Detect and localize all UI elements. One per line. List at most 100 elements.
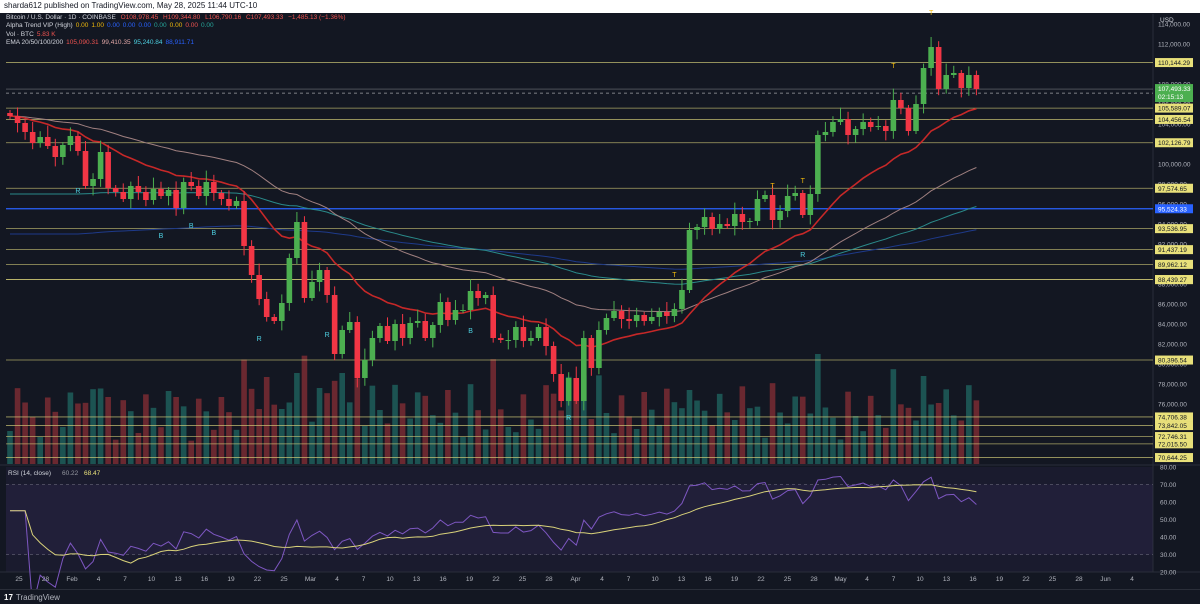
ema200-line (10, 225, 977, 270)
volume-bar (263, 377, 270, 464)
volume-bar (966, 385, 972, 464)
candle-body (248, 246, 255, 275)
candle-body (815, 135, 821, 194)
volume-bar (60, 427, 66, 464)
rsi-ma-value: 68.47 (84, 470, 101, 477)
volume-bar (716, 393, 723, 464)
candle-body (143, 192, 149, 200)
indicator-name: Vol · BTC (6, 30, 34, 38)
volume-bar (724, 412, 731, 464)
time-axis-tick: 10 (386, 576, 394, 583)
time-axis: 25 28 Feb 4 7 10 13 16 19 22 25 Mar 4 7 10 13 16 19 22 25 28… (15, 576, 1134, 583)
volume-bar (7, 431, 13, 464)
volume-bar (611, 433, 617, 464)
volume-bar (475, 410, 481, 464)
time-axis-tick: 4 (600, 576, 604, 583)
volume-bar (452, 412, 459, 464)
indicator-value: 99,410.35 (101, 39, 131, 47)
time-axis-tick: 22 (492, 576, 500, 583)
candle-body (694, 227, 700, 230)
candle-body (754, 199, 761, 221)
tradingview-logo[interactable]: 17 TradingView (4, 593, 60, 602)
volume-bar (233, 429, 240, 464)
indicator-value: 0.00 (138, 22, 152, 30)
candle-body (581, 338, 587, 401)
level-label-box (1155, 138, 1193, 148)
candle-body (362, 360, 368, 378)
price-axis-tick: 88,000.00 (1158, 282, 1187, 289)
trend-mark-label: B (468, 328, 473, 335)
candle-body (543, 327, 549, 346)
candle-body (369, 338, 376, 360)
volume-bar (535, 428, 542, 464)
volume-bar (195, 398, 202, 464)
level-label-box (1155, 58, 1193, 68)
candle-body (664, 312, 670, 316)
symbol-row[interactable]: Bitcoin / U.S. Dollar · 1D · COINBASE O1… (6, 14, 349, 22)
volume-bar (807, 413, 814, 464)
time-axis-tick: 28 (42, 576, 50, 583)
candle-body (120, 192, 127, 199)
indicator-row[interactable]: Vol · BTC 5.83 K (6, 31, 349, 39)
price-label-text: 107,493.33 (1158, 86, 1191, 93)
volume-bar (935, 403, 942, 464)
candle-body (150, 189, 157, 200)
price-chart[interactable]: RBBBRBRRTTTRTT72,000.0074,000.0076,000.0… (0, 0, 1200, 589)
indicator-row[interactable]: EMA 20/50/100/200 105,090.31 99,410.35 95,2… (6, 39, 349, 47)
candle-body (324, 270, 330, 295)
volume-bar (883, 427, 889, 464)
price-axis-tick: 76,000.00 (1158, 402, 1187, 409)
time-axis-tick: 10 (916, 576, 924, 583)
volume-bar (686, 390, 693, 464)
candle-body (935, 47, 942, 89)
candle-body (860, 122, 866, 129)
candle-body (626, 319, 632, 321)
candle-body (475, 291, 481, 298)
volume-bar (241, 359, 247, 464)
candle-body (830, 122, 836, 132)
volume-bar (550, 393, 557, 464)
candle-body (671, 309, 678, 316)
level-label-box (1155, 453, 1193, 463)
price-axis-tick: 80,000.00 (1158, 362, 1187, 369)
candle-body (958, 73, 965, 88)
candle-body (950, 73, 957, 75)
level-label-box (1155, 259, 1193, 269)
candle-body (641, 315, 647, 321)
price-label-box (1155, 84, 1193, 103)
indicator-value: 0.00 (75, 22, 89, 30)
volume-bar (845, 391, 851, 464)
rsi-axis-tick: 80.00 (1160, 465, 1177, 472)
volume-bar (815, 354, 821, 464)
trend-mark-label: R (800, 252, 805, 259)
candle-body (490, 295, 496, 338)
indicator-value: 95,240.84 (133, 39, 163, 47)
volume-bar (354, 378, 361, 464)
candle-body (392, 324, 398, 341)
time-axis-tick: Mar (305, 576, 317, 583)
volume-bar (437, 422, 444, 464)
level-label-box (1155, 432, 1193, 442)
volume-bar (52, 411, 59, 464)
candle-body (867, 122, 874, 127)
volume-bar (294, 373, 300, 464)
candle-body (920, 68, 927, 104)
candle-body (346, 322, 353, 330)
trend-mark-label: T (801, 178, 806, 185)
candle-body (165, 190, 172, 196)
candle-body (97, 152, 104, 179)
volume-bar (920, 376, 927, 464)
volume-bar (82, 402, 89, 464)
volume-bar (173, 397, 179, 464)
level-label-box (1155, 275, 1193, 285)
candle-body (875, 126, 882, 127)
chart-legend: Bitcoin / U.S. Dollar · 1D · COINBASE O1… (6, 14, 349, 48)
indicator-row[interactable]: Alpha Trend VIP (High) 0.00 1.00 0.00 0.00 0.… (6, 22, 349, 30)
candle-body (528, 338, 534, 341)
time-axis-tick: 16 (969, 576, 977, 583)
price-axis-tick: 78,000.00 (1158, 382, 1187, 389)
candle-body (724, 224, 731, 226)
volume-bar (867, 395, 874, 464)
volume-bar (112, 439, 119, 464)
volume-bar (158, 427, 164, 464)
